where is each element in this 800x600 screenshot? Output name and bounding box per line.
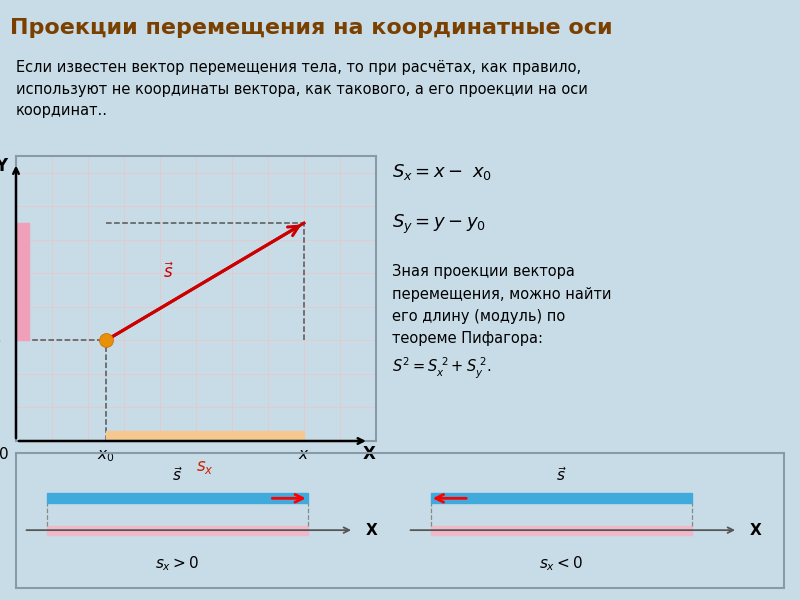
- Bar: [16, 156, 376, 441]
- Text: $\vec{s}$: $\vec{s}$: [172, 466, 182, 484]
- Bar: [106, 431, 304, 441]
- Text: 0: 0: [0, 448, 8, 463]
- Text: $s_x$: $s_x$: [196, 458, 214, 476]
- Text: $S_x = x -\  x_0$: $S_x = x -\ x_0$: [392, 161, 492, 182]
- Bar: [430, 526, 692, 535]
- Text: $x_0$: $x_0$: [98, 448, 114, 464]
- Text: X: X: [750, 523, 761, 538]
- Text: $x$: $x$: [298, 448, 310, 463]
- Text: X: X: [362, 445, 375, 463]
- Bar: [16, 453, 784, 588]
- Text: $\vec{s}$: $\vec{s}$: [556, 466, 566, 484]
- Text: $s_x < 0$: $s_x < 0$: [539, 555, 583, 574]
- Text: Если известен вектор перемещения тела, то при расчётах, как правило,
используют : Если известен вектор перемещения тела, т…: [16, 60, 588, 118]
- Text: $s_x > 0$: $s_x > 0$: [155, 555, 199, 574]
- Text: $\vec{s}$: $\vec{s}$: [163, 263, 174, 283]
- Text: Зная проекции вектора
перемещения, можно найти
его длину (модуль) по
теореме Пиф: Зная проекции вектора перемещения, можно…: [392, 264, 611, 381]
- Text: $S_y = y - y_0$: $S_y = y - y_0$: [392, 213, 486, 236]
- Text: Проекции перемещения на координатные оси: Проекции перемещения на координатные оси: [10, 17, 613, 38]
- Bar: [46, 526, 308, 535]
- Bar: [430, 493, 692, 503]
- Text: $y_0$: $y_0$: [0, 332, 2, 349]
- Point: [99, 335, 112, 345]
- Text: Y: Y: [0, 157, 8, 175]
- Text: $y$: $y$: [0, 215, 2, 231]
- Bar: [46, 493, 308, 503]
- Text: X: X: [366, 523, 377, 538]
- Bar: [16, 223, 29, 340]
